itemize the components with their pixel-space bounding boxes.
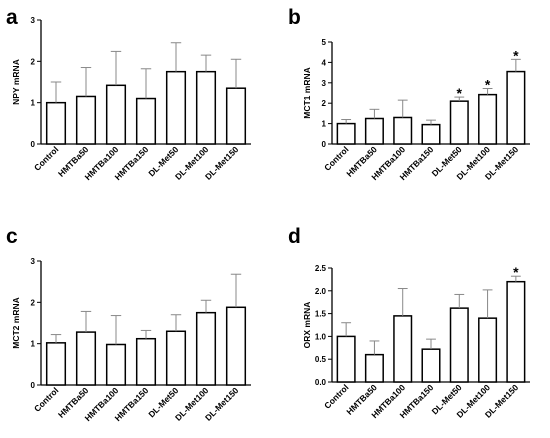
bar-hmtba100 (393, 116, 413, 145)
y-tick-label: 3 (31, 257, 36, 266)
y-tick-label: 1 (322, 120, 327, 129)
bar-hmtba100 (393, 315, 413, 383)
y-tick-label: 2 (31, 57, 36, 66)
bar-dl-met100 (195, 70, 217, 145)
y-tick-label: 0.0 (315, 378, 327, 387)
significance-star: * (485, 77, 491, 93)
y-tick-label: 2 (31, 298, 36, 307)
bar-control (336, 335, 356, 383)
significance-star: * (457, 85, 463, 101)
bar-hmtba50 (75, 95, 97, 145)
y-tick-label: 2 (322, 99, 327, 108)
bar-dl-met150 (506, 280, 526, 383)
bar-hmtba100 (105, 343, 127, 386)
y-tick-label: 1.0 (315, 332, 327, 341)
bar-dl-met50 (449, 307, 469, 383)
bar-dl-met100 (195, 311, 217, 386)
y-tick-label: 0 (31, 381, 36, 390)
bar-hmtba150 (421, 123, 441, 145)
y-tick-label: 2.0 (315, 287, 327, 296)
bar-dl-met100 (478, 317, 498, 383)
y-tick-label: 3 (322, 79, 327, 88)
bar-hmtba100 (105, 84, 127, 145)
y-axis-title: MCT1 mRNA (302, 67, 312, 118)
bar-hmtba50 (75, 331, 97, 386)
y-tick-label: 1 (31, 340, 36, 349)
bar-control (45, 101, 67, 145)
bar-control (45, 342, 67, 386)
bar-dl-met50 (165, 330, 187, 386)
y-axis-title: NPY mRNA (11, 59, 21, 105)
category-label: Control (32, 385, 60, 413)
bar-dl-met150 (506, 70, 526, 145)
bar-dl-met100 (478, 93, 498, 145)
bar-dl-met150 (225, 87, 247, 145)
y-tick-label: 1.5 (315, 310, 327, 319)
y-axis-title: ORX mRNA (302, 302, 312, 349)
significance-star: * (513, 47, 519, 63)
bar-hmtba150 (135, 97, 157, 145)
y-tick-label: 2.5 (315, 264, 327, 273)
y-tick-label: 3 (31, 16, 36, 25)
significance-star: * (513, 264, 519, 280)
bar-dl-met150 (225, 306, 247, 386)
bar-hmtba50 (364, 353, 384, 383)
panel-letter: a (6, 6, 18, 29)
bar-hmtba150 (421, 348, 441, 383)
category-label: Control (32, 144, 60, 172)
y-axis-title: MCT2 mRNA (11, 297, 21, 348)
bar-dl-met50 (449, 100, 469, 145)
panel-letter: b (288, 6, 301, 29)
panel-letter: c (6, 225, 18, 248)
bar-hmtba150 (135, 337, 157, 386)
y-tick-label: 4 (322, 58, 327, 67)
y-tick-label: 1 (31, 99, 36, 108)
panel-letter: d (288, 225, 301, 248)
bar-hmtba50 (364, 117, 384, 145)
y-tick-label: 0 (322, 140, 327, 149)
y-tick-label: 0 (31, 140, 36, 149)
y-tick-label: 0.5 (315, 355, 327, 364)
y-tick-label: 5 (322, 38, 327, 47)
bar-control (336, 122, 356, 145)
bar-dl-met50 (165, 70, 187, 145)
